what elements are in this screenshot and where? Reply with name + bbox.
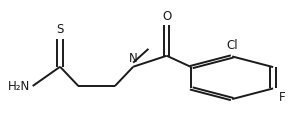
Text: O: O [162, 10, 171, 23]
Text: Cl: Cl [226, 39, 238, 52]
Text: H₂N: H₂N [7, 80, 30, 93]
Text: F: F [279, 91, 286, 104]
Text: S: S [56, 23, 64, 36]
Text: N: N [129, 52, 138, 65]
